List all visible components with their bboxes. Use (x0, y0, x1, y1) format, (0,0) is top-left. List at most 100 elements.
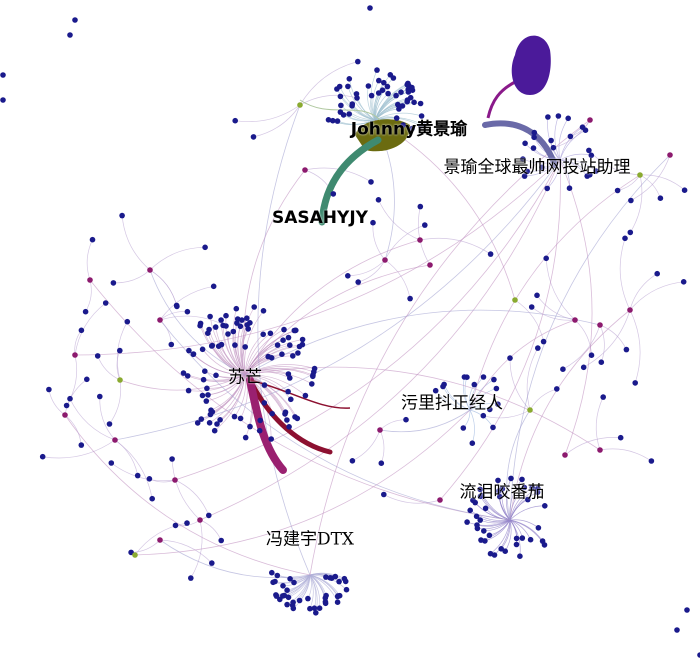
graph-node (502, 548, 509, 554)
edge (506, 409, 531, 521)
graph-node (294, 415, 301, 422)
edge (506, 478, 512, 521)
graph-node (524, 168, 530, 175)
graph-node (346, 111, 353, 117)
graph-node (528, 304, 535, 310)
label-wuli[interactable]: 污里抖正经人 (401, 393, 503, 414)
graph-node (562, 452, 568, 458)
graph-node (480, 374, 487, 380)
graph-node (421, 123, 428, 129)
graph-node (149, 495, 155, 502)
label-assistant[interactable]: 景瑜全球最帅网投站助理 (443, 157, 631, 178)
edge (244, 366, 315, 376)
graph-node (588, 352, 595, 359)
graph-node (367, 5, 373, 11)
graph-node (119, 212, 125, 219)
graph-node (375, 90, 382, 96)
graph-node (299, 336, 306, 343)
graph-node (336, 578, 342, 585)
edge (509, 505, 546, 521)
edge (299, 61, 359, 106)
edge (253, 104, 301, 138)
graph-node (67, 395, 73, 402)
graph-node (395, 101, 401, 108)
graph-node (587, 117, 593, 123)
graph-node (477, 486, 484, 493)
edge (558, 117, 569, 161)
graph-node (623, 346, 630, 353)
graph-node (287, 375, 293, 381)
purple-blob-node (511, 35, 551, 95)
graph-node (0, 72, 6, 78)
graph-node (469, 440, 476, 447)
graph-node (535, 525, 542, 531)
graph-node (403, 416, 409, 423)
edge (309, 574, 339, 597)
graph-node (632, 380, 638, 386)
graph-node (217, 417, 223, 423)
edge (340, 105, 376, 121)
edge (384, 259, 411, 299)
label-feng[interactable]: 冯建宇DTX (265, 529, 355, 550)
label-johnny[interactable]: Johnny黄景瑜 (350, 119, 468, 140)
graph-node (200, 376, 207, 383)
graph-node (327, 575, 333, 581)
graph-node (311, 605, 318, 611)
label-tomato[interactable]: 流泪咬番茄 (459, 482, 545, 503)
edge (207, 374, 246, 396)
edge (309, 574, 338, 603)
graph-node (287, 342, 293, 349)
graph-node (349, 458, 356, 464)
graph-node (381, 491, 387, 498)
graph-node (545, 114, 551, 120)
graph-node (207, 411, 214, 418)
graph-node (487, 550, 494, 557)
graph-node (440, 383, 446, 390)
graph-node (284, 417, 290, 423)
graph-node (491, 376, 497, 383)
graph-node (499, 486, 506, 492)
edge (114, 439, 139, 476)
graph-node (198, 416, 205, 422)
graph-node (186, 347, 192, 354)
graph-node (209, 342, 216, 349)
graph-node (657, 195, 664, 201)
graph-node (530, 145, 537, 151)
graph-node (393, 92, 399, 99)
graph-node (674, 627, 680, 633)
edge (134, 522, 188, 556)
edge (554, 115, 561, 161)
edge (299, 99, 381, 121)
edge (74, 302, 107, 356)
graph-node (94, 353, 101, 359)
edge (97, 355, 121, 381)
graph-node (284, 601, 290, 608)
graph-node (78, 327, 85, 334)
edge (257, 104, 311, 576)
graph-node (529, 484, 535, 491)
edge (174, 159, 561, 481)
edge (629, 309, 641, 384)
edge (504, 519, 512, 552)
graph-node (343, 586, 350, 593)
edge (309, 574, 321, 609)
graph-node (542, 503, 548, 509)
graph-node (307, 605, 313, 612)
graph-node (124, 318, 131, 325)
edge (69, 398, 116, 441)
graph-node (257, 417, 264, 424)
graph-node (534, 292, 540, 299)
edge (199, 519, 222, 541)
graph-node (82, 308, 89, 315)
graph-node (481, 528, 487, 534)
label-su-mang[interactable]: 苏芒 (228, 367, 262, 388)
graph-node (261, 382, 268, 388)
graph-node (305, 595, 311, 602)
edge (89, 279, 511, 521)
label-sasahyjy[interactable]: SASAHYJY (272, 208, 368, 228)
graph-node (464, 519, 470, 525)
graph-node (417, 203, 424, 210)
graph-node (495, 477, 501, 484)
graph-node (519, 476, 525, 483)
